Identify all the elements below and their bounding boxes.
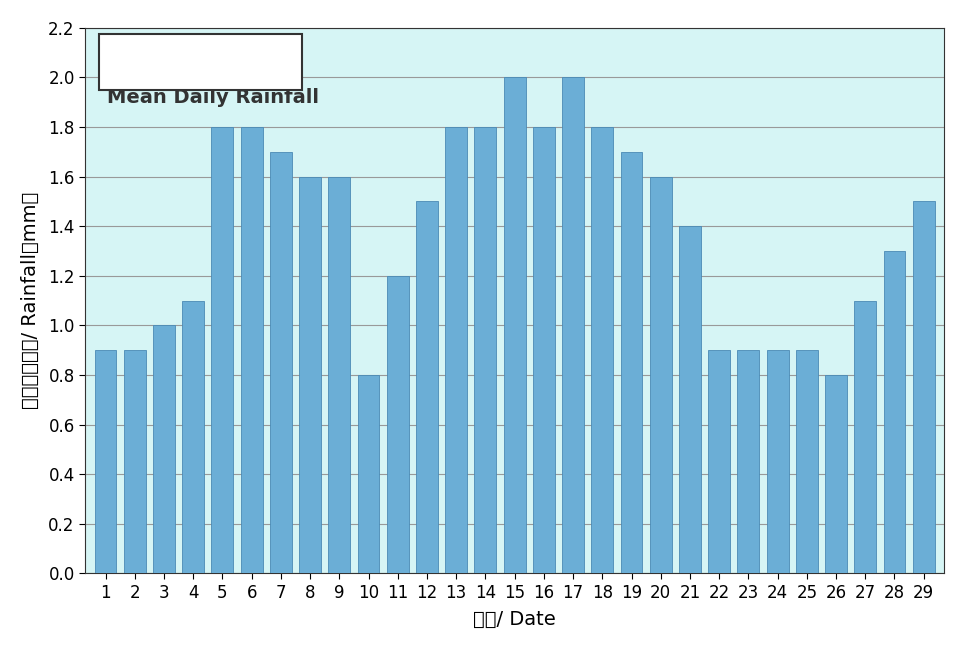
Bar (387, 276, 409, 573)
Bar (416, 202, 438, 573)
Text: 平均日雨量: 平均日雨量 (106, 42, 169, 62)
Bar (679, 226, 701, 573)
Bar (328, 177, 350, 573)
Bar (182, 300, 205, 573)
Text: 平均日雨量
Mean Daily Rainfall: 平均日雨量 Mean Daily Rainfall (106, 42, 293, 83)
Bar (884, 251, 905, 573)
Bar (592, 127, 613, 573)
Bar (445, 127, 467, 573)
Bar (299, 177, 321, 573)
Bar (504, 77, 526, 573)
Bar (796, 350, 817, 573)
Bar (240, 127, 262, 573)
Bar (533, 127, 555, 573)
Bar (153, 326, 175, 573)
Bar (737, 350, 759, 573)
Bar (475, 127, 496, 573)
Bar (854, 300, 876, 573)
Bar (708, 350, 731, 573)
X-axis label: 日期/ Date: 日期/ Date (473, 610, 556, 629)
Bar (270, 152, 291, 573)
Bar (766, 350, 788, 573)
Y-axis label: 雨量（毫米）/ Rainfall（mm）: 雨量（毫米）/ Rainfall（mm） (21, 192, 40, 410)
Bar (825, 375, 847, 573)
Bar (913, 202, 935, 573)
Bar (649, 177, 672, 573)
Bar (562, 77, 584, 573)
Bar (124, 350, 146, 573)
Bar (620, 152, 643, 573)
Text: Mean Daily Rainfall: Mean Daily Rainfall (106, 88, 318, 107)
Bar (211, 127, 234, 573)
Bar (358, 375, 379, 573)
Bar (95, 350, 117, 573)
